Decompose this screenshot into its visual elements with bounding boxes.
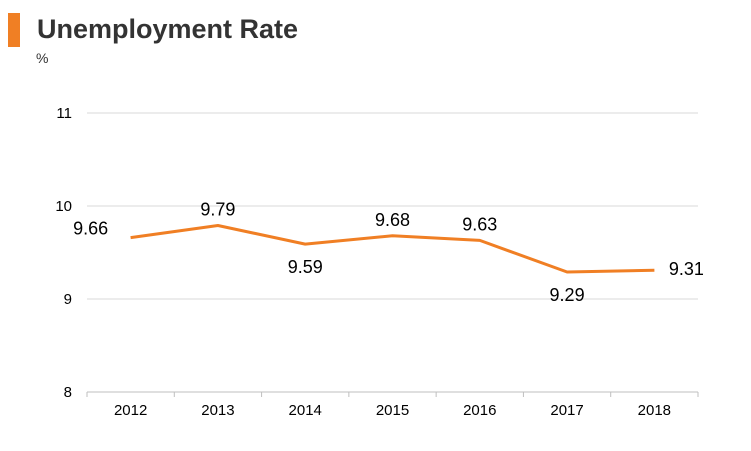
data-label: 9.29	[550, 285, 585, 305]
chart-title: Unemployment Rate	[37, 14, 299, 44]
x-tick-label: 2016	[463, 402, 496, 419]
data-label: 9.66	[73, 219, 108, 239]
data-label: 9.59	[288, 257, 323, 277]
x-tick-label: 2017	[550, 402, 583, 419]
x-tick-label: 2012	[114, 402, 147, 419]
x-tick-labels: 2012 2013 2014 2015 2016 2017 2018	[86, 392, 699, 419]
data-label: 9.63	[462, 214, 497, 234]
gridlines	[87, 112, 698, 393]
x-tick-label: 2015	[376, 402, 409, 419]
x-tick-label: 2018	[638, 402, 671, 419]
title-accent-bar	[8, 13, 20, 47]
y-tick-labels: 8 9 10 11	[55, 105, 72, 401]
x-tick-label: 2014	[289, 402, 322, 419]
y-tick-label: 8	[64, 384, 72, 401]
data-label: 9.68	[375, 210, 410, 230]
data-label: 9.79	[200, 200, 235, 220]
unit-label: %	[36, 50, 49, 66]
x-tick-label: 2013	[201, 402, 234, 419]
data-labels: 9.66 9.79 9.59 9.68 9.63 9.29 9.31	[73, 200, 704, 306]
y-tick-label: 9	[64, 291, 72, 308]
series-line	[130, 224, 655, 274]
data-label: 9.31	[669, 259, 704, 279]
y-tick-label: 11	[56, 105, 72, 122]
y-tick-label: 10	[55, 198, 72, 215]
